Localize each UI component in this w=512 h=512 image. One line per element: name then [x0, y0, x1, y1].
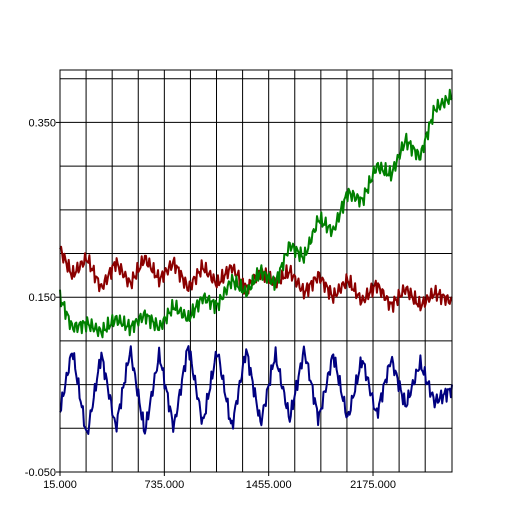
x-tick-label: 15.000 — [43, 479, 77, 491]
y-tick-label: 0.350 — [28, 117, 56, 129]
plot-frame — [59, 69, 453, 473]
y-tick-label: 0.150 — [28, 292, 56, 304]
x-tick-label: 2175.000 — [350, 479, 396, 491]
y-axis-ticks: 0.350 0.150 -0.050 — [25, 117, 60, 479]
series-line-3 — [59, 345, 453, 435]
series-line-2 — [59, 88, 453, 339]
series-lines — [59, 88, 453, 435]
series-line-1 — [59, 245, 453, 313]
x-axis-ticks: 15.000 735.000 1455.000 2175.000 — [43, 472, 396, 491]
y-tick-label: -0.050 — [25, 467, 56, 479]
x-tick-label: 735.000 — [144, 479, 184, 491]
x-tick-label: 1455.000 — [246, 479, 292, 491]
